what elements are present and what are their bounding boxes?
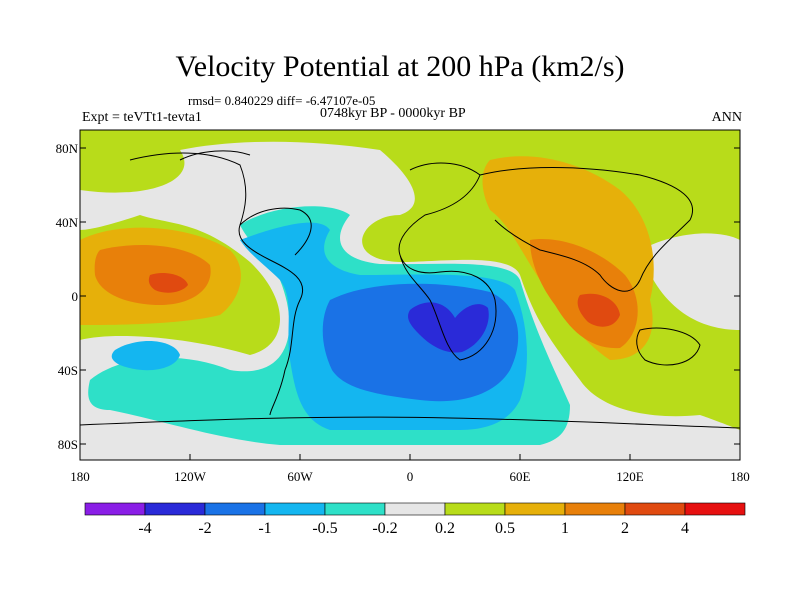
colorbar <box>84 502 746 516</box>
africa-coast <box>399 254 497 361</box>
colorbar-swatch <box>264 502 326 516</box>
field-neg-2 <box>408 302 489 353</box>
greenland-coast <box>179 150 251 161</box>
x-tick-label: 180 <box>730 469 750 484</box>
map-title: Velocity Potential at 200 hPa (km2/s) <box>175 50 625 83</box>
x-tick-label: 120W <box>174 469 206 484</box>
colorbar-label: 2 <box>621 520 629 537</box>
y-tick-label: 40S <box>57 363 78 378</box>
colorbar-swatch <box>204 502 266 516</box>
field-pos-2 <box>577 293 620 327</box>
colorbar-swatch <box>624 502 686 516</box>
colorbar-swatch <box>324 502 386 516</box>
x-tick-label: 180 <box>70 469 90 484</box>
experiment-text: Expt = teVTt1-tevta1 <box>82 110 202 125</box>
y-tick-label: 40N <box>55 215 78 230</box>
colorbar-label: 0.5 <box>495 520 515 537</box>
colorbar-swatch <box>504 502 566 516</box>
coastlines <box>80 150 740 429</box>
colorbar-label: -2 <box>198 520 212 537</box>
x-tick-label: 0 <box>406 469 414 484</box>
field-neg-1 <box>322 283 519 402</box>
colorbar-label: 4 <box>681 520 689 537</box>
north-america-east-coast <box>239 207 312 256</box>
asia-coast <box>479 167 693 292</box>
period-text: 0748kyr BP - 0000kyr BP <box>320 106 466 121</box>
colorbar-swatch <box>384 502 446 516</box>
colorbar-label: 1 <box>561 520 569 537</box>
colorbar-label: -1 <box>258 520 272 537</box>
x-tick-label: 60W <box>287 469 313 484</box>
americas-coast <box>129 152 304 416</box>
colorbar-label: 0.2 <box>435 520 455 537</box>
australia-coast <box>636 327 701 366</box>
colorbar-swatch <box>444 502 506 516</box>
colorbar-label: -0.2 <box>372 520 398 537</box>
field-neg-05-pacific <box>111 340 180 371</box>
field-pos-2-pacific <box>148 273 188 293</box>
contour-field <box>80 130 740 460</box>
europe-coast <box>398 162 481 256</box>
x-tick-label: 60E <box>509 469 531 484</box>
y-tick-label: 80N <box>55 141 78 156</box>
colorbar-swatch <box>144 502 206 516</box>
y-tick-label: 80S <box>57 437 78 452</box>
colorbar-swatch <box>684 502 746 516</box>
axis-ticks <box>79 147 741 460</box>
season-text: ANN <box>711 110 742 125</box>
stats-text: rmsd= 0.840229 diff= -6.47107e-05 <box>188 93 376 108</box>
colorbar-swatch <box>564 502 626 516</box>
antarctica-coast <box>80 416 740 429</box>
y-tick-label: 0 <box>71 289 79 304</box>
colorbar-label: -0.5 <box>312 520 338 537</box>
x-tick-label: 120E <box>616 469 644 484</box>
colorbar-label: -4 <box>138 520 152 537</box>
field-neutral-pacific <box>640 233 740 330</box>
colorbar-swatch <box>84 502 146 516</box>
